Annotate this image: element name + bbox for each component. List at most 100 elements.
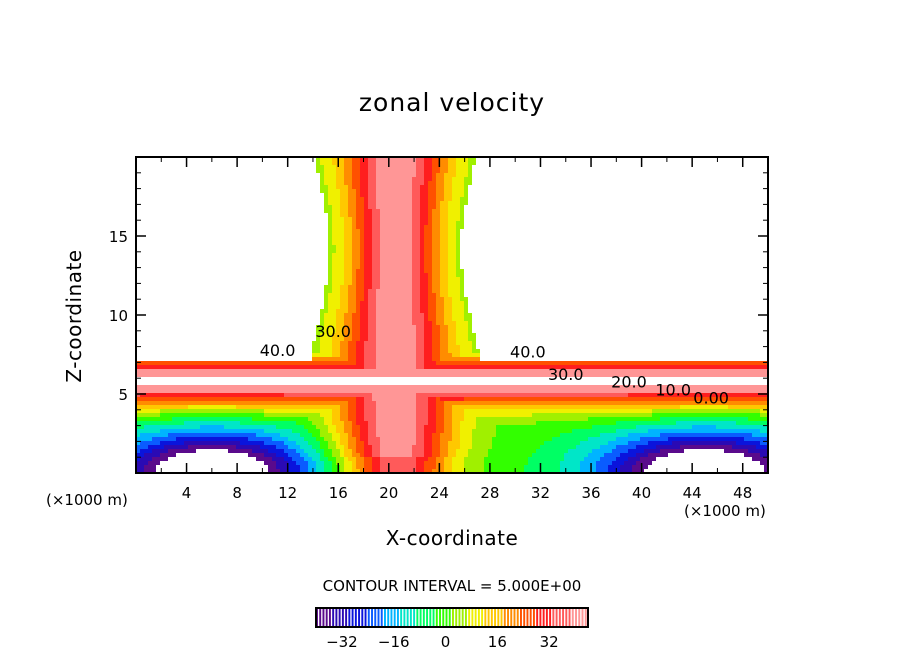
contour-cell xyxy=(360,361,364,365)
contour-cell xyxy=(332,297,336,301)
contour-cell xyxy=(432,301,436,305)
contour-cell xyxy=(336,285,340,289)
contour-cell xyxy=(376,325,380,329)
contour-cell xyxy=(376,285,380,289)
contour-cell xyxy=(240,421,244,425)
contour-cell xyxy=(396,421,400,425)
contour-cell xyxy=(732,409,736,413)
contour-cell xyxy=(328,397,332,401)
contour-cell xyxy=(532,437,536,441)
contour-cell xyxy=(356,373,360,377)
contour-cell xyxy=(304,373,308,377)
contour-cell xyxy=(444,409,448,413)
contour-cell xyxy=(432,273,436,277)
contour-cell xyxy=(252,401,256,405)
contour-cell xyxy=(460,369,464,373)
contour-cell xyxy=(352,413,356,417)
contour-cell xyxy=(424,245,428,249)
contour-cell xyxy=(752,425,756,429)
contour-cell xyxy=(404,353,408,357)
contour-cell xyxy=(212,385,216,389)
contour-cell xyxy=(464,189,468,193)
contour-cell xyxy=(328,297,332,301)
contour-cell xyxy=(368,245,372,249)
contour-cell xyxy=(332,165,336,169)
contour-cell xyxy=(600,385,604,389)
contour-cell xyxy=(348,325,352,329)
contour-cell xyxy=(744,369,748,373)
contour-cell xyxy=(404,253,408,257)
contour-cell xyxy=(360,265,364,269)
contour-cell xyxy=(288,393,292,397)
contour-cell xyxy=(412,257,416,261)
contour-cell xyxy=(568,417,572,421)
contour-cell xyxy=(424,257,428,261)
contour-cell xyxy=(412,297,416,301)
contour-cell xyxy=(448,349,452,353)
contour-cell xyxy=(448,361,452,365)
contour-cell xyxy=(700,421,704,425)
contour-cell xyxy=(516,365,520,369)
contour-cell xyxy=(436,237,440,241)
contour-cell xyxy=(420,169,424,173)
contour-cell xyxy=(724,393,728,397)
contour-cell xyxy=(540,365,544,369)
contour-cell xyxy=(664,385,668,389)
contour-cell xyxy=(440,393,444,397)
contour-cell xyxy=(152,425,156,429)
contour-cell xyxy=(256,373,260,377)
contour-cell xyxy=(452,409,456,413)
contour-cell xyxy=(528,401,532,405)
contour-cell xyxy=(456,305,460,309)
contour-cell xyxy=(524,437,528,441)
contour-cell xyxy=(260,417,264,421)
contour-cell xyxy=(428,245,432,249)
contour-cell xyxy=(448,309,452,313)
contour-cell xyxy=(468,169,472,173)
contour-cell xyxy=(408,369,412,373)
contour-cell xyxy=(368,237,372,241)
contour-cell xyxy=(340,337,344,341)
contour-cell xyxy=(236,361,240,365)
contour-cell xyxy=(372,201,376,205)
contour-cell xyxy=(680,433,684,437)
contour-cell xyxy=(348,237,352,241)
contour-cell xyxy=(740,413,744,417)
contour-cell xyxy=(460,281,464,285)
contour-cell xyxy=(280,437,284,441)
contour-cell xyxy=(744,421,748,425)
contour-cell xyxy=(388,257,392,261)
contour-cell xyxy=(448,305,452,309)
contour-cell xyxy=(364,185,368,189)
contour-cell xyxy=(452,433,456,437)
contour-cell xyxy=(272,433,276,437)
contour-cell xyxy=(192,413,196,417)
contour-cell xyxy=(284,429,288,433)
contour-cell xyxy=(168,389,172,393)
contour-cell xyxy=(436,161,440,165)
contour-cell xyxy=(536,409,540,413)
contour-cell xyxy=(384,425,388,429)
contour-cell xyxy=(412,261,416,265)
contour-cell xyxy=(376,441,380,445)
contour-cell xyxy=(376,241,380,245)
contour-cell xyxy=(452,225,456,229)
contour-cell xyxy=(200,373,204,377)
contour-cell xyxy=(704,401,708,405)
contour-cell xyxy=(640,393,644,397)
contour-cell xyxy=(232,409,236,413)
contour-cell xyxy=(448,269,452,273)
contour-cell xyxy=(220,421,224,425)
contour-cell xyxy=(728,417,732,421)
contour-cell xyxy=(340,165,344,169)
contour-cell xyxy=(352,313,356,317)
contour-cell xyxy=(488,393,492,397)
contour-cell xyxy=(576,409,580,413)
contour-cell xyxy=(468,161,472,165)
contour-cell xyxy=(204,369,208,373)
contour-cell xyxy=(348,425,352,429)
contour-cell xyxy=(212,445,216,449)
contour-cell xyxy=(532,417,536,421)
contour-cell xyxy=(396,265,400,269)
contour-cell xyxy=(440,337,444,341)
